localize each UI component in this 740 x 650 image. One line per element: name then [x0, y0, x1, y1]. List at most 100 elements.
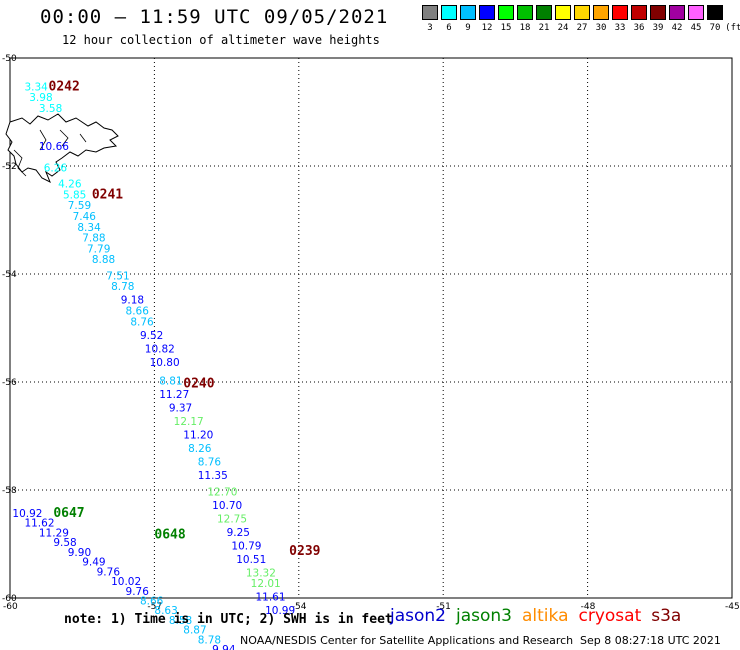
satellite-name: jason3 [456, 606, 512, 626]
wave-height-value: 11.20 [183, 430, 213, 442]
wave-height-value: 9.37 [169, 403, 192, 415]
map-frame [9, 57, 733, 599]
pass-number-label: 0239 [289, 544, 320, 559]
pass-number-label: 0647 [53, 506, 84, 521]
legend-swatch [688, 5, 704, 20]
wave-height-value: 3.58 [39, 103, 62, 115]
credit-line: NOAA/NESDIS Center for Satellite Applica… [240, 634, 574, 647]
lon-tick-label: -54 [292, 602, 307, 612]
legend-label: 36 [633, 23, 645, 33]
legend-label: 70 [709, 23, 721, 33]
wave-height-value: 10.66 [39, 141, 69, 153]
wave-height-observations: 3.343.983.58 10.66 6.26 4.265.857.597.468.3… [12, 81, 295, 650]
legend-label: 12 [481, 23, 493, 33]
footer-note: note: 1) Time is in UTC; 2) SWH is in fe… [64, 612, 393, 627]
wave-height-value: 12.17 [174, 416, 204, 428]
wave-height-value: 7.46 [73, 211, 97, 223]
legend-label: 45 [690, 23, 702, 33]
wave-height-value: 7.88 [82, 233, 105, 245]
wave-height-value: 8.81 [159, 376, 182, 388]
wave-height-value: 8.88 [92, 254, 115, 266]
wave-height-value: 8.78 [198, 634, 221, 646]
wave-height-value: 10.70 [212, 500, 242, 512]
legend-label: 24 [557, 23, 569, 33]
wave-height-value: 10.02 [111, 576, 141, 588]
wave-height-value: 8.34 [77, 222, 101, 234]
legend-swatch [460, 5, 476, 20]
satellite-name: s3a [651, 606, 682, 626]
lon-tick-label: -57 [147, 602, 162, 612]
legend-swatch [574, 5, 590, 20]
wave-height-value: 9.90 [68, 547, 91, 559]
pass-number-label: 0240 [183, 376, 214, 391]
lat-tick-label: -54 [2, 270, 17, 280]
wave-height-value: 12.75 [217, 513, 247, 525]
legend-swatch [422, 5, 438, 20]
wave-height-value: 11.27 [159, 389, 189, 401]
wave-height-value: 10.80 [150, 357, 180, 369]
wave-height-value: 8.26 [188, 443, 212, 455]
legend-swatch [669, 5, 685, 20]
satellite-name: cryosat [578, 606, 642, 626]
map-title: 00:00 – 11:59 UTC 09/05/2021 [40, 6, 389, 28]
legend-swatch [631, 5, 647, 20]
wave-height-value: 12.70 [207, 486, 237, 498]
wave-height-value: 9.94 [212, 644, 236, 650]
legend-label: 21 [538, 23, 550, 33]
wave-height-value: 6.26 [44, 162, 68, 174]
wave-height-value: 10.82 [145, 343, 175, 355]
pass-number-label: 0241 [92, 187, 123, 202]
wave-height-value: 13.32 [246, 567, 276, 579]
wave-height-value: 8.78 [111, 281, 134, 293]
wave-height-value: 10.51 [236, 554, 266, 566]
legend-swatch [479, 5, 495, 20]
legend-label: 9 [465, 23, 471, 33]
wave-height-value: 11.35 [198, 470, 228, 482]
wave-height-value: 9.25 [227, 527, 250, 539]
wave-height-value: 8.66 [140, 595, 164, 607]
legend-swatch [517, 5, 533, 20]
wave-height-value: 7.79 [87, 243, 110, 255]
wave-height-value: 9.52 [140, 330, 163, 342]
map-grid [9, 57, 733, 599]
axis-ticks: -50 -52 -54 -56 -58 -60-60 -57 -54 -51 -48 -45 [2, 54, 740, 612]
lat-tick-label: -56 [2, 378, 17, 388]
wave-height-value: 8.66 [126, 306, 150, 318]
legend-label: 6 [446, 23, 452, 33]
wave-height-value: 4.26 [58, 179, 82, 191]
satellite-name: altika [522, 606, 569, 626]
lon-tick-label: -48 [581, 602, 596, 612]
pass-number-label: 0242 [49, 79, 80, 94]
wave-height-value: 12.01 [251, 578, 281, 590]
wave-height-value: 9.76 [126, 586, 150, 598]
wave-height-value: 11.62 [24, 518, 54, 530]
satellite-legend: jason2 jason3 altika cryosat s3a [390, 606, 691, 626]
legend-label: 39 [652, 23, 664, 33]
lat-tick-label: -58 [2, 486, 17, 496]
lon-tick-label: -51 [436, 602, 451, 612]
wave-height-value: 8.58 [169, 615, 192, 627]
legend-swatch [593, 5, 609, 20]
pass-labels: 0242 0241 0240 0239 0647 0648 [49, 79, 321, 558]
wave-height-value: 9.58 [53, 537, 76, 549]
wave-height-value: 11.61 [255, 592, 285, 604]
legend-label: 15 [500, 23, 512, 33]
wave-height-value: 8.76 [130, 316, 154, 328]
pass-number-label: 0648 [154, 528, 185, 543]
map-subtitle: 12 hour collection of altimeter wave hei… [62, 33, 380, 47]
legend-swatch [612, 5, 628, 20]
legend-swatch [707, 5, 723, 20]
wave-height-value: 10.79 [231, 540, 261, 552]
legend-label: 42 [671, 23, 683, 33]
wave-height-value: 7.51 [106, 270, 129, 282]
legend-swatch [441, 5, 457, 20]
legend-swatch [536, 5, 552, 20]
legend-swatch [555, 5, 571, 20]
lon-tick-label: -60 [3, 602, 18, 612]
legend-swatch [650, 5, 666, 20]
legend-label: 33 [614, 23, 626, 33]
lat-tick-label: -50 [2, 54, 17, 64]
wave-height-value: 8.76 [198, 457, 222, 469]
wave-height-value: 10.99 [265, 605, 295, 617]
legend-swatch [498, 5, 514, 20]
